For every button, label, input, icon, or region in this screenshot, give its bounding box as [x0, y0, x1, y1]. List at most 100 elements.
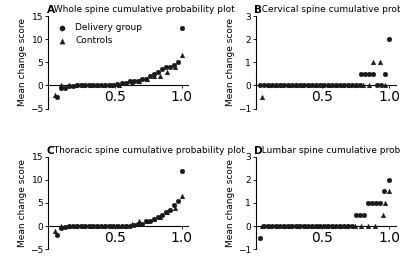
- Delivery group: [288, 83, 295, 88]
- Delivery group: [110, 83, 117, 88]
- Delivery group: [158, 67, 165, 72]
- Delivery group: [98, 224, 105, 228]
- Delivery group: [78, 224, 85, 228]
- Delivery group: [333, 224, 339, 228]
- Delivery group: [288, 224, 295, 228]
- Delivery group: [158, 213, 165, 217]
- Delivery group: [272, 83, 279, 88]
- Controls: [122, 224, 129, 228]
- Controls: [178, 53, 185, 58]
- Controls: [172, 206, 178, 210]
- Delivery group: [276, 224, 283, 228]
- Delivery group: [138, 76, 145, 81]
- Delivery group: [264, 224, 271, 228]
- Delivery group: [276, 83, 283, 88]
- Delivery group: [341, 83, 347, 88]
- Delivery group: [98, 83, 105, 88]
- Controls: [266, 224, 272, 228]
- Delivery group: [374, 83, 380, 88]
- Delivery group: [154, 215, 161, 219]
- Y-axis label: Mean change score: Mean change score: [226, 18, 235, 106]
- Delivery group: [138, 222, 145, 226]
- Delivery group: [381, 189, 387, 193]
- Controls: [52, 92, 58, 97]
- Delivery group: [82, 83, 89, 88]
- Delivery group: [341, 224, 347, 228]
- Delivery group: [166, 65, 173, 69]
- Delivery group: [325, 83, 331, 88]
- Delivery group: [345, 83, 351, 88]
- Controls: [274, 224, 280, 228]
- Delivery group: [170, 62, 177, 67]
- Controls: [386, 189, 392, 193]
- Controls: [66, 83, 72, 88]
- Delivery group: [178, 169, 185, 173]
- Delivery group: [62, 225, 68, 229]
- Delivery group: [166, 208, 173, 212]
- Controls: [333, 83, 339, 88]
- Controls: [94, 83, 101, 88]
- Delivery group: [268, 224, 275, 228]
- Controls: [353, 83, 359, 88]
- Delivery group: [74, 83, 81, 88]
- Delivery group: [357, 213, 363, 217]
- Delivery group: [321, 83, 327, 88]
- Controls: [279, 83, 286, 88]
- Delivery group: [292, 83, 299, 88]
- Delivery group: [260, 83, 267, 88]
- Controls: [58, 224, 64, 228]
- Delivery group: [333, 83, 339, 88]
- Controls: [129, 222, 135, 226]
- Controls: [144, 219, 150, 224]
- Controls: [136, 219, 142, 224]
- Delivery group: [378, 83, 384, 88]
- Delivery group: [349, 224, 355, 228]
- Delivery group: [256, 236, 263, 240]
- Y-axis label: Mean change score: Mean change score: [18, 159, 27, 247]
- Controls: [306, 83, 312, 88]
- Delivery group: [58, 226, 64, 230]
- Y-axis label: Mean change score: Mean change score: [18, 18, 27, 106]
- Controls: [302, 224, 308, 228]
- Delivery group: [150, 72, 157, 76]
- Controls: [129, 81, 135, 85]
- Controls: [370, 60, 376, 65]
- Delivery group: [70, 224, 76, 228]
- Controls: [164, 210, 170, 214]
- Delivery group: [130, 223, 137, 227]
- Delivery group: [284, 83, 291, 88]
- Controls: [58, 83, 64, 88]
- Controls: [326, 83, 332, 88]
- Delivery group: [296, 224, 303, 228]
- Controls: [108, 224, 114, 228]
- Delivery group: [174, 199, 181, 203]
- Delivery group: [106, 224, 113, 228]
- Delivery group: [264, 83, 271, 88]
- Controls: [309, 224, 315, 228]
- Delivery group: [321, 224, 327, 228]
- Delivery group: [304, 224, 311, 228]
- Delivery group: [309, 83, 315, 88]
- Controls: [116, 83, 122, 88]
- Delivery group: [162, 210, 169, 214]
- Delivery group: [142, 219, 149, 224]
- Controls: [313, 83, 319, 88]
- Controls: [286, 83, 292, 88]
- Controls: [337, 224, 343, 228]
- Controls: [382, 83, 388, 88]
- Delivery group: [366, 72, 372, 76]
- Delivery group: [86, 224, 93, 228]
- Text: Thoracic spine cumulative probability plot: Thoracic spine cumulative probability pl…: [48, 146, 245, 155]
- Delivery group: [329, 224, 335, 228]
- Delivery group: [386, 178, 392, 182]
- Text: B: B: [254, 5, 262, 15]
- Delivery group: [365, 201, 371, 205]
- Controls: [144, 76, 150, 81]
- Delivery group: [142, 76, 149, 81]
- Controls: [280, 224, 287, 228]
- Delivery group: [134, 79, 141, 83]
- Text: Cervical spine cumulative probability plot: Cervical spine cumulative probability pl…: [256, 5, 400, 14]
- Controls: [266, 83, 272, 88]
- Text: C: C: [46, 146, 54, 156]
- Controls: [372, 224, 378, 228]
